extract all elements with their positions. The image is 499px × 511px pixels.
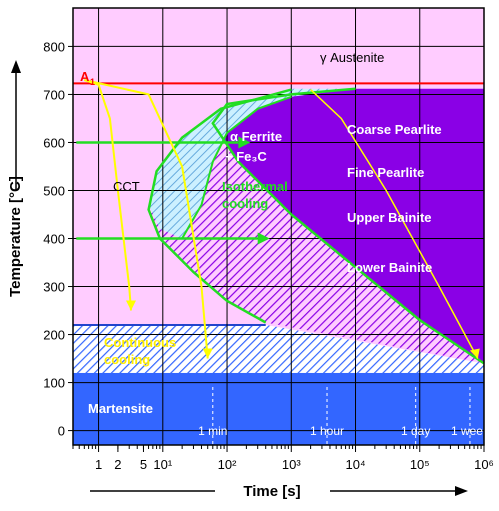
y-tick-label-8: 800	[43, 39, 65, 54]
time-mark-label-3: 1 week	[451, 424, 490, 438]
y-tick-label-0: 0	[58, 424, 65, 439]
x-tick-label-4: 10²	[218, 457, 237, 472]
y-tick-label-3: 300	[43, 280, 65, 295]
label-lower-bainite: Lower Bainite	[347, 260, 432, 275]
ferrite-band	[148, 88, 356, 239]
time-mark-label-2: 1 day	[401, 424, 430, 438]
label-ferrite: α Ferrite	[230, 129, 282, 144]
label-isothermal: Isothermal	[222, 179, 288, 194]
x-tick-label-2: 5	[140, 457, 147, 472]
label-martensite: Martensite	[88, 401, 153, 416]
label-cementite: + Fe₃C	[225, 149, 267, 164]
label-isothermal-2: cooling	[222, 196, 268, 211]
time-mark-label-1: 1 hour	[310, 424, 344, 438]
start-curve	[147, 88, 292, 324]
finish-curve	[211, 87, 485, 365]
y-tick-label-6: 600	[43, 135, 65, 150]
continuous-cooling-arrowhead-0	[126, 300, 137, 311]
label-continuous: Continuous	[104, 335, 176, 350]
isothermal-cooling-arrowhead-0	[469, 348, 480, 359]
x-tick-label-5: 10³	[282, 457, 301, 472]
x-tick-label-8: 10⁶	[474, 457, 494, 472]
y-axis-label: Temperature [°C]	[7, 176, 24, 297]
transformation-band-lower	[148, 89, 484, 364]
y-tick-label-5: 500	[43, 183, 65, 198]
y-axis-arrowhead	[11, 60, 21, 73]
martensite-region	[73, 372, 484, 445]
continuous-cooling-arrowhead-1	[202, 348, 213, 359]
label-a1: A	[80, 69, 90, 84]
isothermal-arrowhead-400	[257, 232, 270, 245]
x-tick-label-1: 2	[114, 457, 121, 472]
x-tick-label-7: 10⁵	[410, 457, 430, 472]
plot-frame	[72, 7, 485, 446]
y-tick-label-1: 100	[43, 376, 65, 391]
label-a1-subscript: 1	[90, 77, 95, 87]
x-axis-arrowhead	[455, 486, 468, 496]
continuous-cooling-path-1	[84, 79, 209, 359]
inner-curve	[181, 95, 292, 240]
pearlite-bainite-region	[212, 88, 485, 364]
isothermal-cooling-path-0	[310, 89, 479, 359]
label-austenite: γ Austenite	[320, 50, 384, 65]
label-cct: CCT	[113, 179, 140, 194]
continuous-cooling-path-0	[83, 79, 132, 311]
x-axis-label: Time [s]	[243, 483, 300, 500]
x-tick-label-6: 10⁴	[345, 457, 365, 472]
label-coarse-pearlite: Coarse Pearlite	[347, 122, 442, 137]
label-upper-bainite: Upper Bainite	[347, 210, 432, 225]
y-tick-label-2: 200	[43, 328, 65, 343]
x-tick-label-0: 1	[95, 457, 102, 472]
isothermal-arrowhead-600	[238, 136, 251, 149]
x-tick-label-3: 10¹	[153, 457, 172, 472]
label-fine-pearlite: Fine Pearlite	[347, 165, 424, 180]
time-mark-label-0: 1 min	[198, 424, 227, 438]
y-tick-label-4: 400	[43, 232, 65, 247]
martensite-transition-right	[73, 324, 484, 373]
label-continuous-2: cooling	[104, 352, 150, 367]
y-tick-label-7: 700	[43, 87, 65, 102]
